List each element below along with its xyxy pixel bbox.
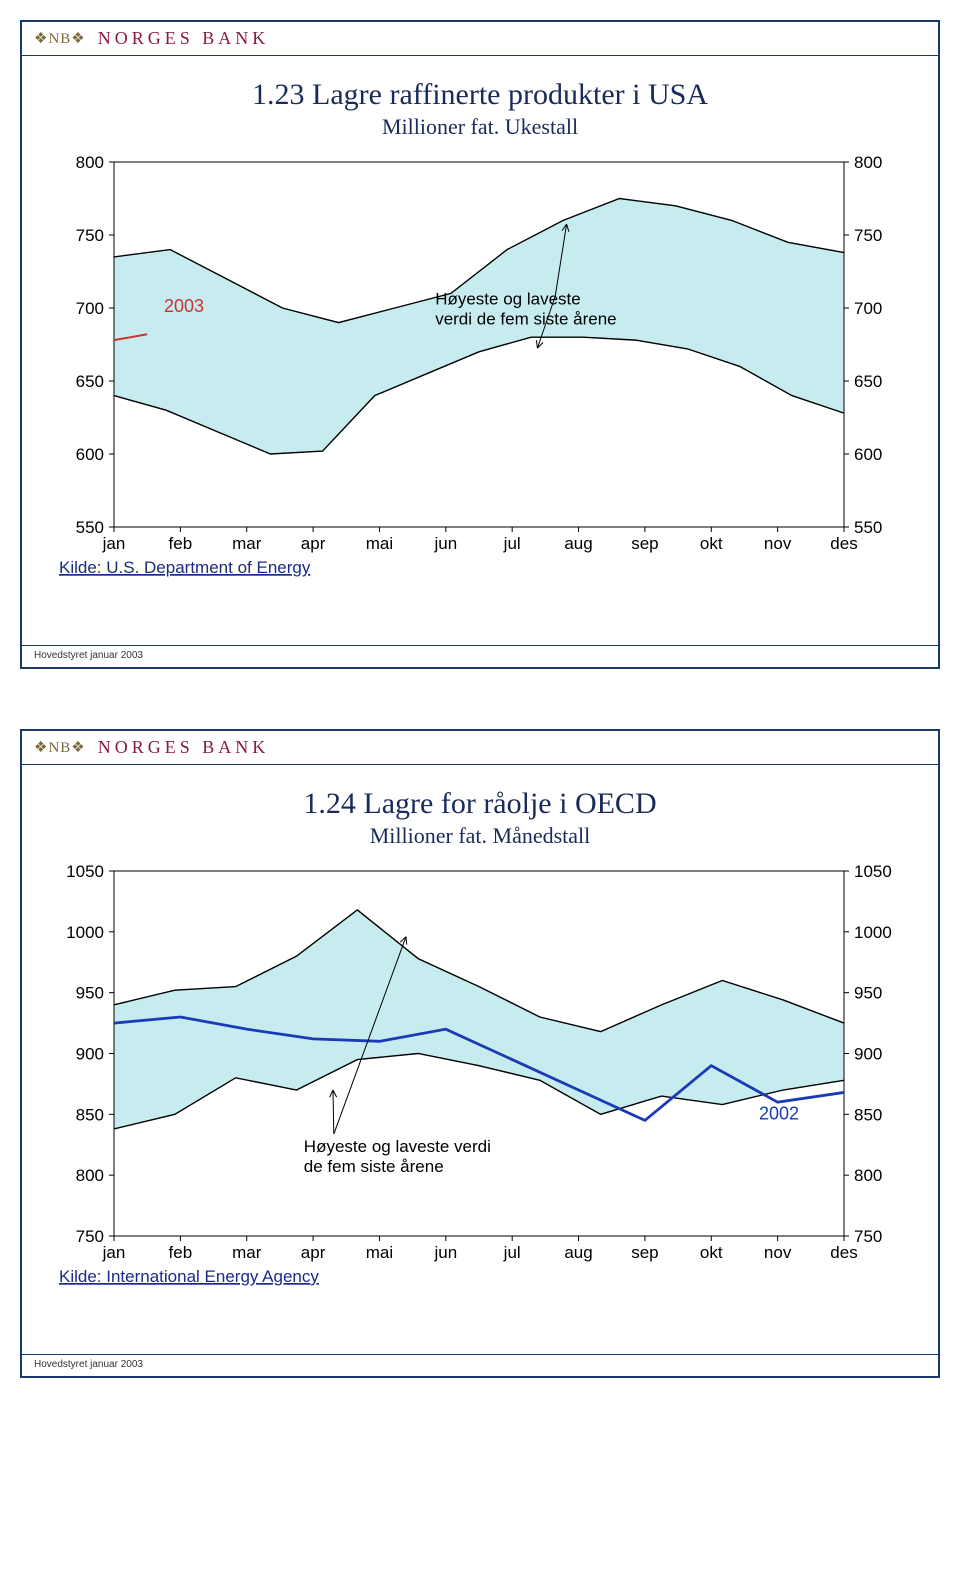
svg-text:950: 950 — [854, 984, 882, 1003]
svg-text:800: 800 — [854, 1166, 882, 1185]
svg-text:apr: apr — [301, 1243, 326, 1262]
svg-text:aug: aug — [564, 534, 592, 553]
svg-text:okt: okt — [700, 534, 723, 553]
bank-name: NORGES BANK — [98, 28, 270, 49]
svg-text:nov: nov — [764, 534, 792, 553]
slide-2: ❖NB❖ NORGES BANK 1.24 Lagre for råolje i… — [20, 729, 940, 1378]
slide1-footer: Hovedstyret januar 2003 — [22, 645, 938, 667]
svg-text:mar: mar — [232, 1243, 262, 1262]
svg-text:feb: feb — [169, 534, 193, 553]
svg-text:apr: apr — [301, 534, 326, 553]
slide2-title: 1.24 Lagre for råolje i OECD — [54, 787, 906, 821]
slide2-chart: 750 750 800 800 850 850 900 900 950 950 1000 1000 10… — [54, 861, 906, 1346]
svg-text:Høyeste og laveste: Høyeste og laveste — [435, 289, 581, 308]
logo-mark: ❖NB❖ — [34, 29, 86, 48]
svg-text:600: 600 — [76, 445, 104, 464]
svg-text:750: 750 — [854, 226, 882, 245]
svg-text:900: 900 — [854, 1045, 882, 1064]
svg-text:800: 800 — [76, 1166, 104, 1185]
svg-text:550: 550 — [76, 518, 104, 537]
svg-text:Kilde: International Energy Ag: Kilde: International Energy Agency — [59, 1267, 319, 1286]
svg-text:950: 950 — [76, 984, 104, 1003]
slide-header: ❖NB❖ NORGES BANK — [22, 731, 938, 765]
svg-text:jul: jul — [503, 1243, 521, 1262]
svg-text:750: 750 — [854, 1227, 882, 1246]
svg-text:jul: jul — [503, 534, 521, 553]
svg-text:1050: 1050 — [854, 862, 892, 881]
svg-text:nov: nov — [764, 1243, 792, 1262]
svg-text:des: des — [830, 1243, 857, 1262]
svg-text:mai: mai — [366, 1243, 393, 1262]
svg-text:850: 850 — [854, 1105, 882, 1124]
svg-text:650: 650 — [76, 372, 104, 391]
slide1-title: 1.23 Lagre raffinerte produkter i USA — [54, 78, 906, 112]
svg-text:700: 700 — [76, 299, 104, 318]
svg-text:1050: 1050 — [66, 862, 104, 881]
svg-text:jun: jun — [433, 534, 457, 553]
svg-text:sep: sep — [631, 534, 658, 553]
svg-text:700: 700 — [854, 299, 882, 318]
svg-text:sep: sep — [631, 1243, 658, 1262]
slide1-chart: 550 550 600 600 650 650 700 700 750 750 800 800 jan f… — [54, 152, 906, 637]
svg-text:1000: 1000 — [854, 923, 892, 942]
svg-text:2003: 2003 — [164, 296, 204, 316]
svg-text:feb: feb — [169, 1243, 193, 1262]
svg-text:750: 750 — [76, 1227, 104, 1246]
slide-header: ❖NB❖ NORGES BANK — [22, 22, 938, 56]
svg-text:des: des — [830, 534, 857, 553]
svg-text:mar: mar — [232, 534, 262, 553]
slide2-footer: Hovedstyret januar 2003 — [22, 1354, 938, 1376]
svg-text:de fem siste årene: de fem siste årene — [304, 1157, 444, 1176]
slide2-subtitle: Millioner fat. Månedstall — [54, 823, 906, 849]
svg-text:900: 900 — [76, 1045, 104, 1064]
svg-text:2002: 2002 — [759, 1103, 799, 1123]
svg-text:550: 550 — [854, 518, 882, 537]
svg-text:mai: mai — [366, 534, 393, 553]
svg-text:750: 750 — [76, 226, 104, 245]
svg-text:aug: aug — [564, 1243, 592, 1262]
slide-1: ❖NB❖ NORGES BANK 1.23 Lagre raffinerte p… — [20, 20, 940, 669]
svg-text:1000: 1000 — [66, 923, 104, 942]
svg-text:850: 850 — [76, 1105, 104, 1124]
svg-text:jun: jun — [433, 1243, 457, 1262]
bank-name: NORGES BANK — [98, 737, 270, 758]
svg-text:Høyeste og laveste verdi: Høyeste og laveste verdi — [304, 1137, 491, 1156]
svg-text:600: 600 — [854, 445, 882, 464]
svg-text:verdi de fem siste årene: verdi de fem siste årene — [435, 309, 616, 328]
svg-text:650: 650 — [854, 372, 882, 391]
svg-text:jan: jan — [102, 1243, 126, 1262]
svg-text:okt: okt — [700, 1243, 723, 1262]
svg-text:800: 800 — [76, 153, 104, 172]
svg-text:800: 800 — [854, 153, 882, 172]
slide1-subtitle: Millioner fat. Ukestall — [54, 114, 906, 140]
svg-text:Kilde: U.S. Department of Ener: Kilde: U.S. Department of Energy — [59, 558, 311, 577]
logo-mark: ❖NB❖ — [34, 738, 86, 757]
svg-text:jan: jan — [102, 534, 126, 553]
